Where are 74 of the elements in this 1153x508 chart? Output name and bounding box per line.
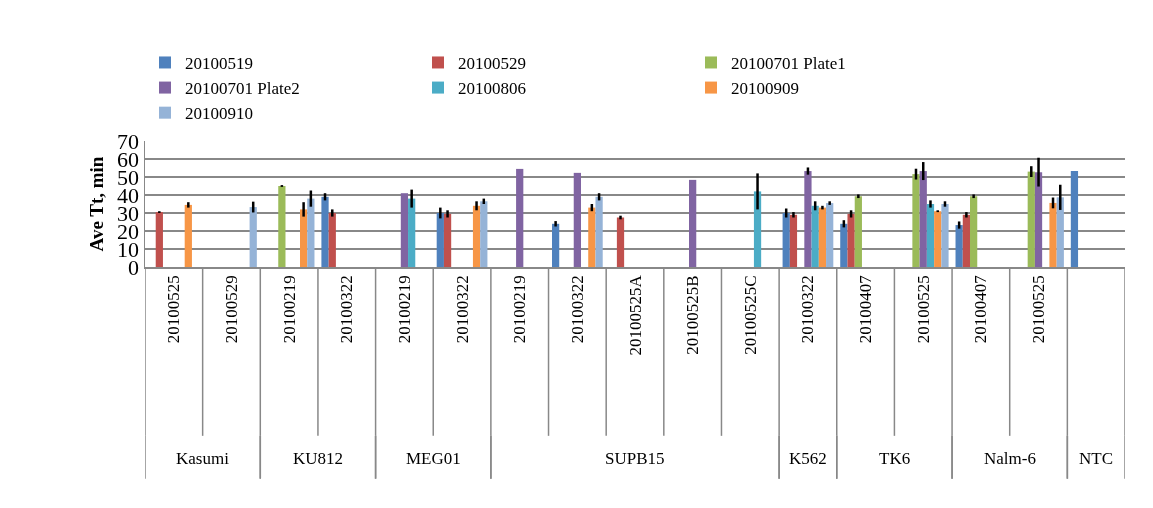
bar: [307, 198, 315, 267]
x-tick-label: 20100219: [510, 275, 530, 344]
bar: [811, 205, 819, 267]
legend-label: 20100909: [731, 79, 799, 99]
text: KU812: [293, 449, 344, 468]
legend-label: 20100529: [458, 54, 526, 74]
bar: [1027, 171, 1035, 267]
bar: [970, 196, 978, 267]
bar: [436, 213, 444, 267]
x-tick-label: 20100525: [913, 275, 933, 344]
bar: [962, 214, 971, 267]
bar: [400, 193, 409, 267]
legend-label: 20100910: [185, 104, 253, 124]
bar: [926, 204, 935, 267]
x-tick-label: 20100407: [971, 274, 991, 344]
bar: [155, 212, 163, 267]
bar: [854, 196, 862, 267]
bar: [847, 213, 855, 267]
bar: [472, 205, 481, 267]
bar: [955, 225, 963, 267]
bar: [782, 213, 790, 267]
bar: [840, 223, 848, 267]
text: Nalm-6: [984, 449, 1036, 468]
text: NTC: [1079, 449, 1113, 468]
bar: [516, 168, 524, 267]
bar: [804, 171, 812, 267]
x-tick-label: 20100525: [164, 275, 184, 344]
bar: [321, 196, 329, 267]
bar: [249, 207, 257, 267]
bar: [443, 213, 452, 267]
x-tick-label: 20100219: [394, 275, 414, 344]
bar: [328, 213, 336, 267]
bar: [408, 198, 416, 267]
bar: [689, 179, 697, 267]
x-tick-label: 20100525B: [683, 275, 703, 355]
legend-label: 20100701 Plate1: [731, 54, 846, 74]
bar: [1070, 170, 1079, 267]
text: Kasumi: [176, 449, 230, 468]
x-tick-label: 20100525A: [625, 274, 645, 356]
bar: [480, 201, 488, 267]
legend-label: 20100701 Plate2: [185, 79, 300, 99]
bar: [789, 214, 798, 267]
bar: [573, 172, 581, 267]
x-tick-label: 20100219: [279, 275, 299, 344]
x-tick-label: 20100525C: [740, 275, 760, 355]
y-axis-title: Ave Tt, min: [86, 156, 108, 252]
text: MEG01: [406, 449, 461, 468]
bar: [826, 203, 834, 267]
text: K562: [789, 449, 827, 468]
bar: [934, 211, 942, 267]
bar: [818, 207, 827, 267]
x-tick-label: 20100322: [798, 275, 818, 344]
x-tick-label: 20100525: [1029, 275, 1049, 344]
bar: [184, 204, 192, 267]
bar: [941, 204, 949, 267]
x-tick-label: 20100322: [567, 275, 587, 344]
bar: [551, 223, 560, 267]
bar: [299, 209, 308, 267]
x-tick-label: 20100529: [221, 275, 241, 344]
bar: [1034, 172, 1043, 267]
text: TK6: [879, 449, 911, 468]
bar: [919, 171, 927, 267]
bar: [595, 196, 603, 267]
x-tick-label: 20100322: [337, 275, 357, 344]
x-tick-label: 20100407: [856, 274, 876, 344]
bar: [1049, 202, 1057, 267]
text: SUPB15: [605, 449, 665, 468]
bar: [912, 174, 920, 267]
bar: [588, 207, 596, 267]
legend-label: 20100806: [458, 79, 526, 99]
x-tick-label: 20100322: [452, 275, 472, 344]
bar: [278, 186, 286, 267]
bar: [616, 217, 625, 267]
legend-label: 20100519: [185, 54, 253, 74]
